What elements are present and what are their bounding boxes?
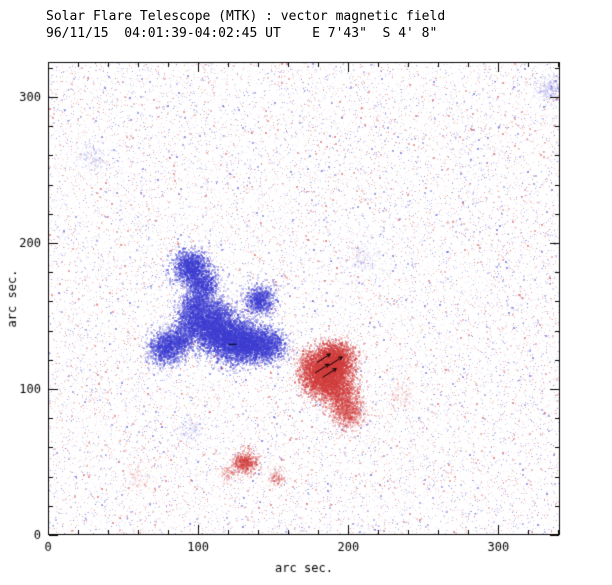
figure-header: Solar Flare Telescope (MTK) : vector mag… xyxy=(46,8,445,42)
figure-title: Solar Flare Telescope (MTK) : vector mag… xyxy=(46,9,446,24)
figure-subtitle: 96/11/15 04:01:39-04:02:45 UT E 7'43" S … xyxy=(46,26,438,41)
